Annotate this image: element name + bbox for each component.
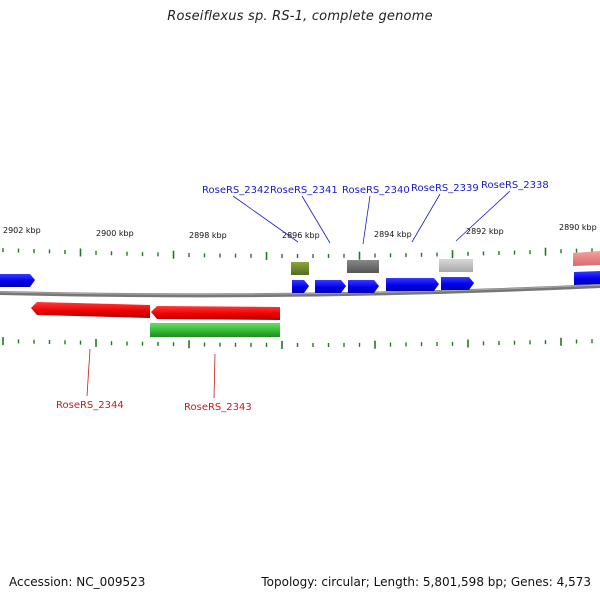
axis-label-2894kbp: 2894 kbp: [374, 230, 412, 239]
feature-green[interactable]: [150, 323, 280, 337]
gene-forward-left-edge[interactable]: [0, 274, 35, 287]
axis-label-2900kbp: 2900 kbp: [96, 229, 134, 238]
axis-label-2892kbp: 2892 kbp: [466, 227, 504, 236]
gene-forward-roseRS2338[interactable]: [441, 277, 474, 290]
axis-label-2890kbp: 2890 kbp: [559, 223, 597, 232]
axis-label-2896kbp: 2896 kbp: [282, 231, 320, 240]
accession-text: Accession: NC_009523: [9, 575, 146, 589]
gene-label-roseRS2343[interactable]: RoseRS_2343: [184, 402, 252, 413]
feature-olive[interactable]: [291, 262, 309, 275]
gene-label-roseRS2339[interactable]: RoseRS_2339: [411, 183, 479, 194]
gene-forward-roseRS2339[interactable]: [386, 278, 439, 291]
axis-label-2902kbp: 2902 kbp: [3, 226, 41, 235]
gene-label-roseRS2342[interactable]: RoseRS_2342: [202, 185, 270, 196]
leader-line-roseRS2340: [362, 195, 371, 245]
gene-forward-roseRS2342[interactable]: [292, 280, 309, 293]
gene-forward-roseRS2341[interactable]: [315, 280, 346, 293]
genome-title: Roseiflexus sp. RS-1, complete genome: [167, 9, 433, 24]
gene-label-roseRS2338[interactable]: RoseRS_2338: [481, 180, 549, 191]
axis-label-2898kbp: 2898 kbp: [189, 231, 227, 240]
genome-backbone: [0, 284, 600, 298]
gene-label-roseRS2344[interactable]: RoseRS_2344: [56, 400, 124, 411]
gene-forward-roseRS2340[interactable]: [348, 280, 379, 293]
tick-marks-lower: [2, 337, 593, 349]
gene-reverse-roseRS2343[interactable]: [151, 306, 280, 320]
leader-line-roseRS2339: [411, 193, 441, 243]
leader-line-roseRS2342: [232, 195, 299, 243]
leader-line-roseRS2344: [86, 348, 91, 397]
gene-leader-lines-top: [232, 190, 511, 245]
gene-label-roseRS2341[interactable]: RoseRS_2341: [270, 185, 338, 196]
genome-summary-text: Topology: circular; Length: 5,801,598 bp…: [261, 575, 591, 589]
gene-reverse-roseRS2344[interactable]: [31, 302, 150, 318]
gene-label-roseRS2340[interactable]: RoseRS_2340: [342, 185, 410, 196]
tick-marks-upper: [2, 247, 593, 260]
leader-line-roseRS2338: [455, 190, 511, 242]
genome-backbone-highlight: [0, 284, 600, 295]
feature-dark-gray[interactable]: [347, 260, 379, 273]
gene-forward-right-edge[interactable]: [574, 271, 600, 285]
leader-line-roseRS2343: [213, 353, 216, 399]
leader-line-roseRS2341: [301, 195, 331, 244]
gene-leader-lines-bottom: [86, 348, 216, 399]
feature-pink[interactable]: [573, 251, 600, 266]
feature-light-gray[interactable]: [439, 259, 473, 272]
